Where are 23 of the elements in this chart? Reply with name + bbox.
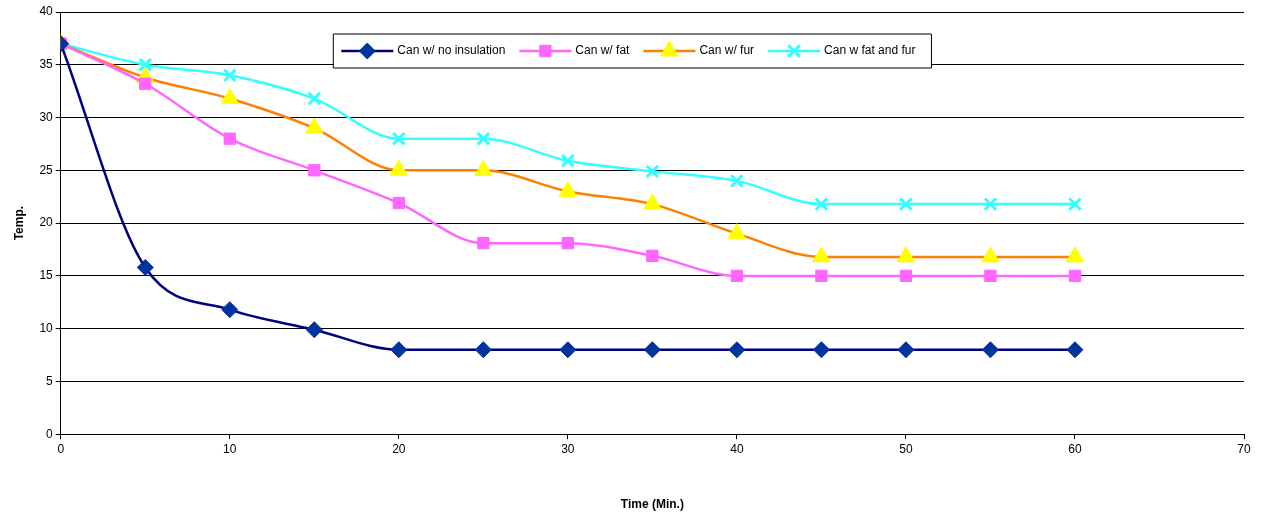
legend-label: Can w fat and fur (824, 43, 916, 58)
x-tick-label: 40 (730, 441, 744, 456)
x-tick-label: 20 (392, 441, 406, 456)
legend-label: Can w/ no insulation (397, 43, 506, 58)
legend-label: Can w/ fat (575, 43, 631, 58)
x-axis-title: Time (Min.) (620, 497, 684, 512)
y-tick-label: 20 (39, 215, 54, 230)
y-tick-label: 0 (46, 426, 54, 441)
x-tick-label: 0 (57, 441, 65, 456)
legend-label: Can w/ fur (699, 43, 755, 58)
x-tick-label: 10 (223, 441, 237, 456)
y-tick-label: 10 (39, 320, 54, 335)
y-axis-title: Temp. (11, 205, 26, 241)
y-tick-label: 40 (39, 4, 54, 19)
y-tick-label: 30 (39, 109, 54, 124)
y-tick-label: 15 (39, 268, 54, 283)
y-tick-label: 35 (39, 57, 54, 72)
x-tick-label: 30 (561, 441, 575, 456)
x-tick-label: 60 (1068, 441, 1082, 456)
y-tick-label: 5 (46, 373, 54, 388)
y-tick-label: 25 (39, 162, 54, 177)
x-tick-label: 50 (899, 441, 913, 456)
x-tick-label: 70 (1237, 441, 1251, 456)
